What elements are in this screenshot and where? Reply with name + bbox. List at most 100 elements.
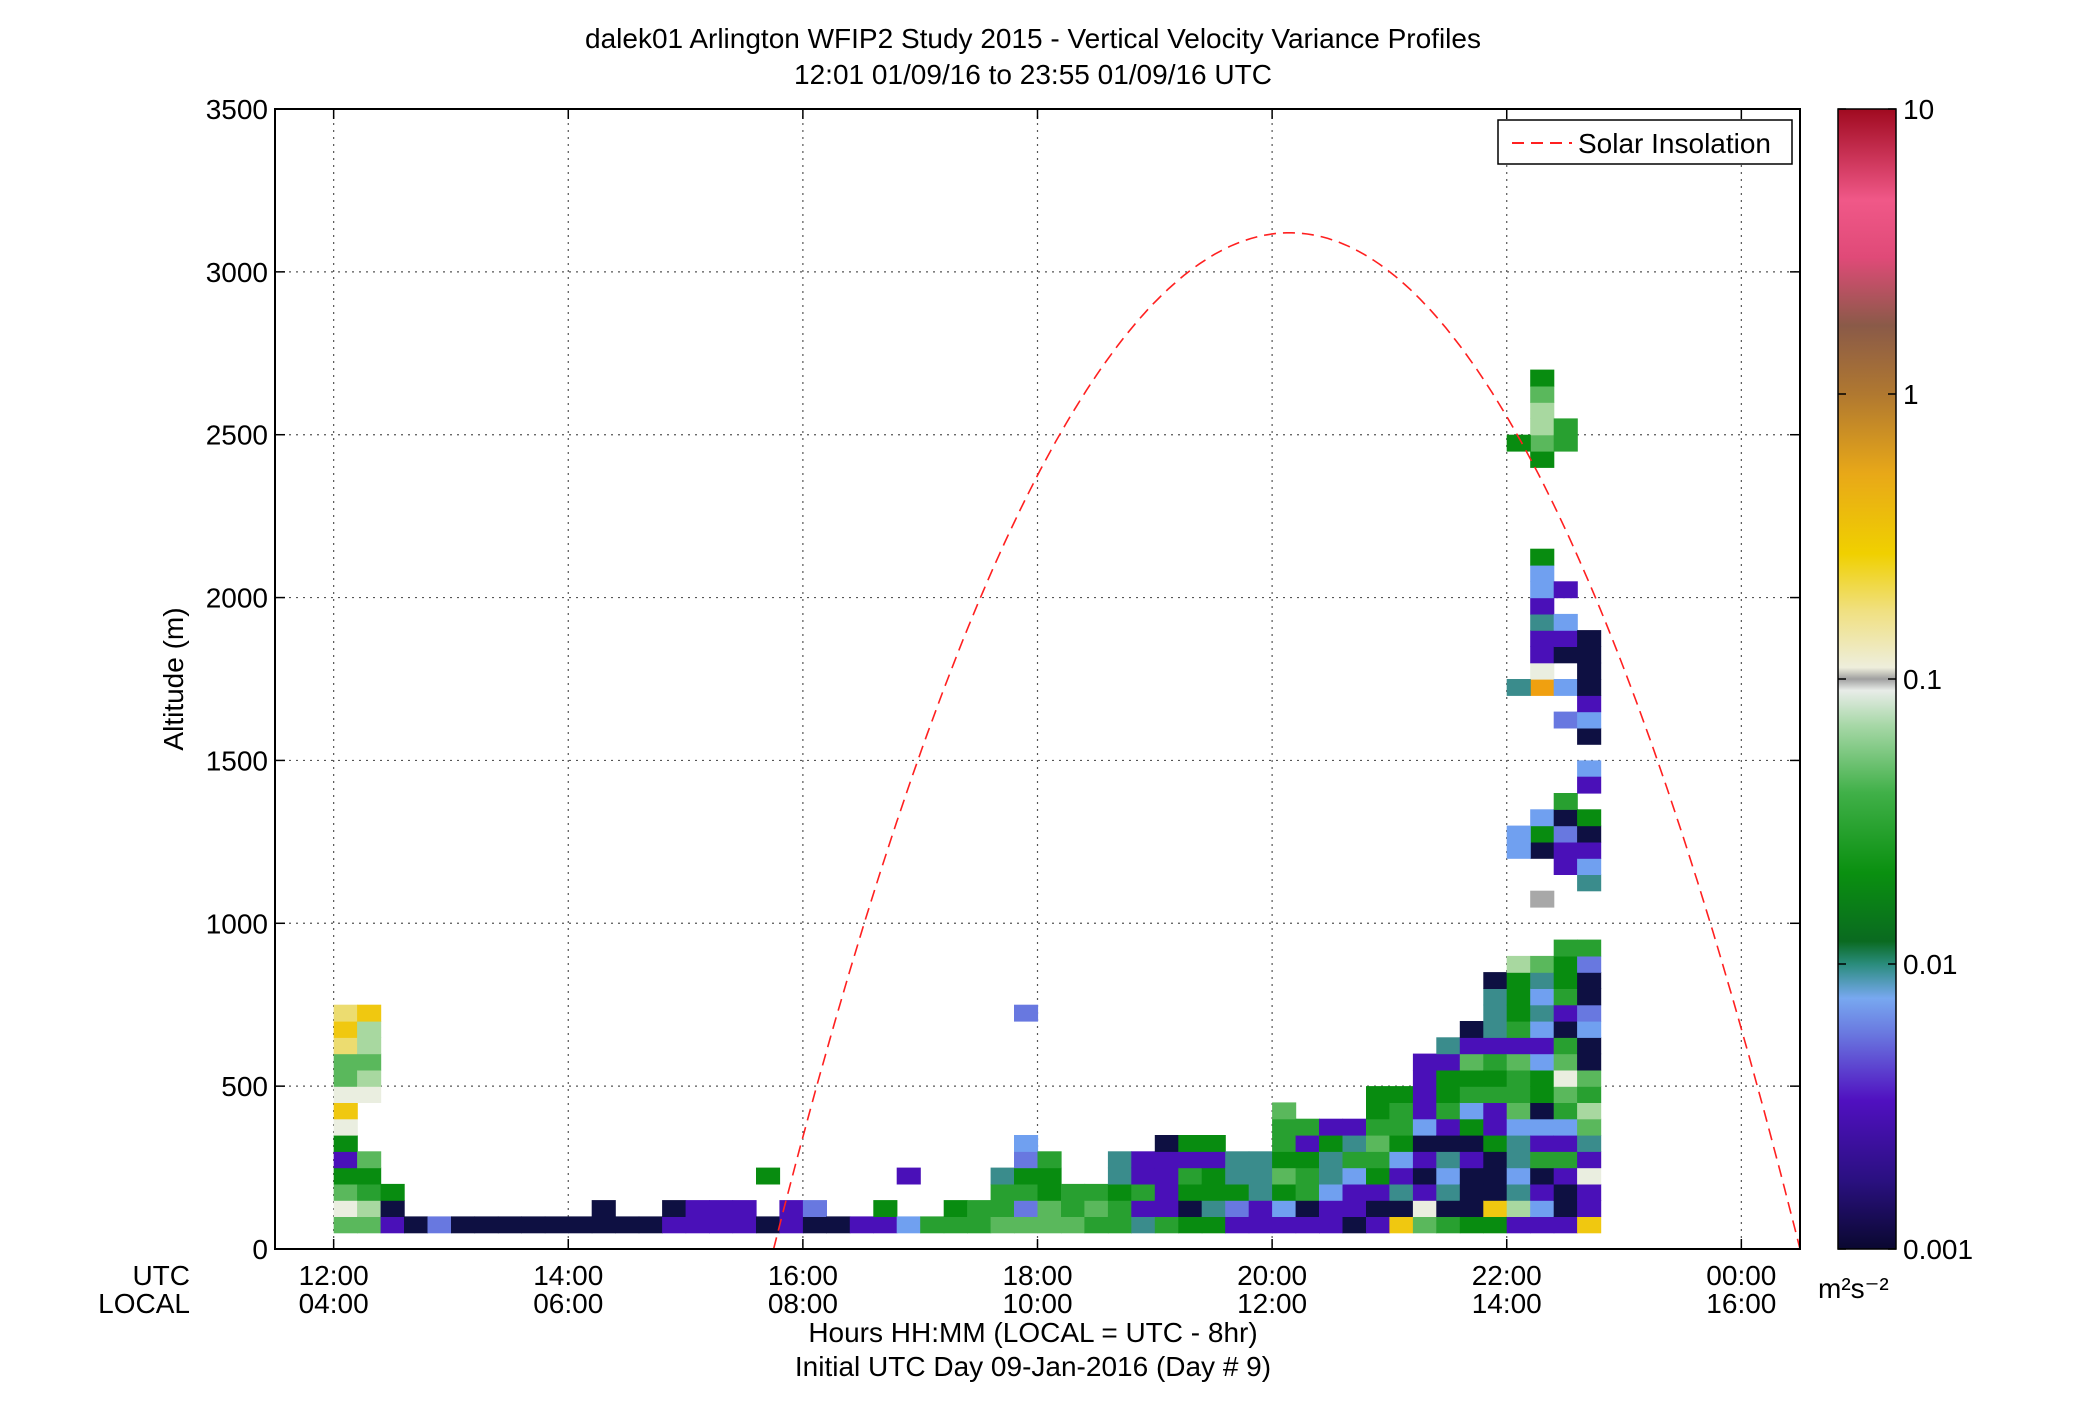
variance-cell — [1412, 1118, 1437, 1136]
variance-cell — [1014, 1167, 1039, 1185]
variance-cell — [1366, 1216, 1391, 1234]
variance-cell — [1459, 1037, 1484, 1055]
variance-cell — [1412, 1102, 1437, 1120]
variance-cell — [1037, 1151, 1062, 1169]
variance-cell — [1014, 1183, 1039, 1201]
variance-cell — [1553, 1200, 1578, 1217]
variance-cell — [1577, 1183, 1602, 1201]
variance-cell — [1201, 1200, 1226, 1217]
variance-cell — [1366, 1200, 1391, 1217]
variance-cell — [1530, 630, 1555, 647]
variance-cell — [357, 1216, 382, 1234]
variance-cell — [1412, 1069, 1437, 1087]
variance-cell — [1553, 1102, 1578, 1120]
variance-cell — [1530, 1118, 1555, 1136]
variance-cell — [802, 1200, 827, 1217]
variance-cell — [1577, 988, 1602, 1006]
variance-cell — [1553, 1086, 1578, 1103]
variance-cell — [357, 1086, 382, 1103]
variance-cell — [1459, 1135, 1484, 1152]
variance-cell — [1319, 1135, 1344, 1152]
variance-cell — [1506, 1167, 1531, 1185]
variance-cell — [1483, 1151, 1508, 1169]
variance-cell — [1530, 613, 1555, 631]
variance-cell — [1107, 1151, 1132, 1169]
variance-cell — [1459, 1200, 1484, 1217]
variance-cell — [1201, 1167, 1226, 1185]
variance-cell — [1483, 1118, 1508, 1136]
variance-cell — [1530, 1102, 1555, 1120]
variance-cell — [1342, 1118, 1367, 1136]
variance-cell — [1201, 1183, 1226, 1201]
variance-cells — [333, 369, 1602, 1234]
x-tick-label-utc: 20:00 — [1237, 1260, 1307, 1291]
variance-cell — [1530, 1183, 1555, 1201]
variance-cell — [1506, 972, 1531, 989]
variance-cell — [1577, 858, 1602, 875]
variance-cell — [849, 1216, 874, 1234]
variance-cell — [1436, 1135, 1461, 1152]
variance-cell — [1506, 1135, 1531, 1152]
variance-cell — [568, 1216, 593, 1234]
variance-cell — [1084, 1183, 1109, 1201]
colorbar — [1837, 108, 1897, 1250]
variance-cell — [1553, 1151, 1578, 1169]
y-tick-label: 3000 — [206, 257, 268, 288]
variance-cell — [1201, 1216, 1226, 1234]
variance-cell — [1506, 1004, 1531, 1022]
variance-cell — [1553, 1135, 1578, 1152]
variance-cell — [1530, 369, 1555, 387]
x-row-label-utc: UTC — [132, 1260, 190, 1291]
variance-cell — [1506, 679, 1531, 696]
variance-cell — [357, 1200, 382, 1217]
variance-cell — [1553, 972, 1578, 989]
variance-cell — [1530, 1216, 1555, 1234]
variance-cell — [1577, 662, 1602, 680]
variance-cell — [990, 1200, 1015, 1217]
variance-cell — [1530, 434, 1555, 452]
variance-cell — [1272, 1102, 1297, 1120]
variance-cell — [1436, 1183, 1461, 1201]
variance-cell — [1225, 1200, 1250, 1217]
variance-cell — [1201, 1151, 1226, 1169]
variance-cell — [1436, 1151, 1461, 1169]
variance-cell — [1154, 1151, 1179, 1169]
variance-cell — [1319, 1151, 1344, 1169]
variance-cell — [1366, 1102, 1391, 1120]
variance-cell — [1577, 711, 1602, 729]
variance-cell — [1459, 1167, 1484, 1185]
variance-cell — [1319, 1118, 1344, 1136]
variance-cell — [1389, 1183, 1414, 1201]
variance-cell — [1577, 1118, 1602, 1136]
variance-cell — [732, 1200, 757, 1217]
x-tick-label-local: 08:00 — [768, 1288, 838, 1319]
variance-cell — [1412, 1183, 1437, 1201]
variance-cell — [756, 1167, 781, 1185]
variance-cell — [1506, 1183, 1531, 1201]
variance-cell — [1577, 1021, 1602, 1038]
colorbar-tick-label: 0.1 — [1903, 664, 1942, 695]
variance-cell — [1131, 1200, 1156, 1217]
variance-cell — [1366, 1167, 1391, 1185]
variance-cell — [1553, 809, 1578, 827]
variance-cell — [1553, 711, 1578, 729]
variance-cell — [1506, 955, 1531, 973]
variance-cell — [1037, 1216, 1062, 1234]
x-tick-label-local: 06:00 — [533, 1288, 603, 1319]
variance-cell — [1319, 1183, 1344, 1201]
variance-cell — [1553, 418, 1578, 436]
variance-cell — [1553, 793, 1578, 810]
variance-cell — [1178, 1200, 1203, 1217]
variance-cell — [1412, 1200, 1437, 1217]
variance-cell — [1506, 1102, 1531, 1120]
variance-cell — [1107, 1200, 1132, 1217]
variance-cell — [1389, 1102, 1414, 1120]
variance-cell — [1389, 1135, 1414, 1152]
variance-cell — [1295, 1151, 1320, 1169]
variance-cell — [685, 1200, 710, 1217]
variance-cell — [1530, 597, 1555, 615]
variance-cell — [1295, 1200, 1320, 1217]
variance-cell — [779, 1200, 804, 1217]
variance-cell — [1553, 434, 1578, 452]
variance-cell — [1295, 1118, 1320, 1136]
